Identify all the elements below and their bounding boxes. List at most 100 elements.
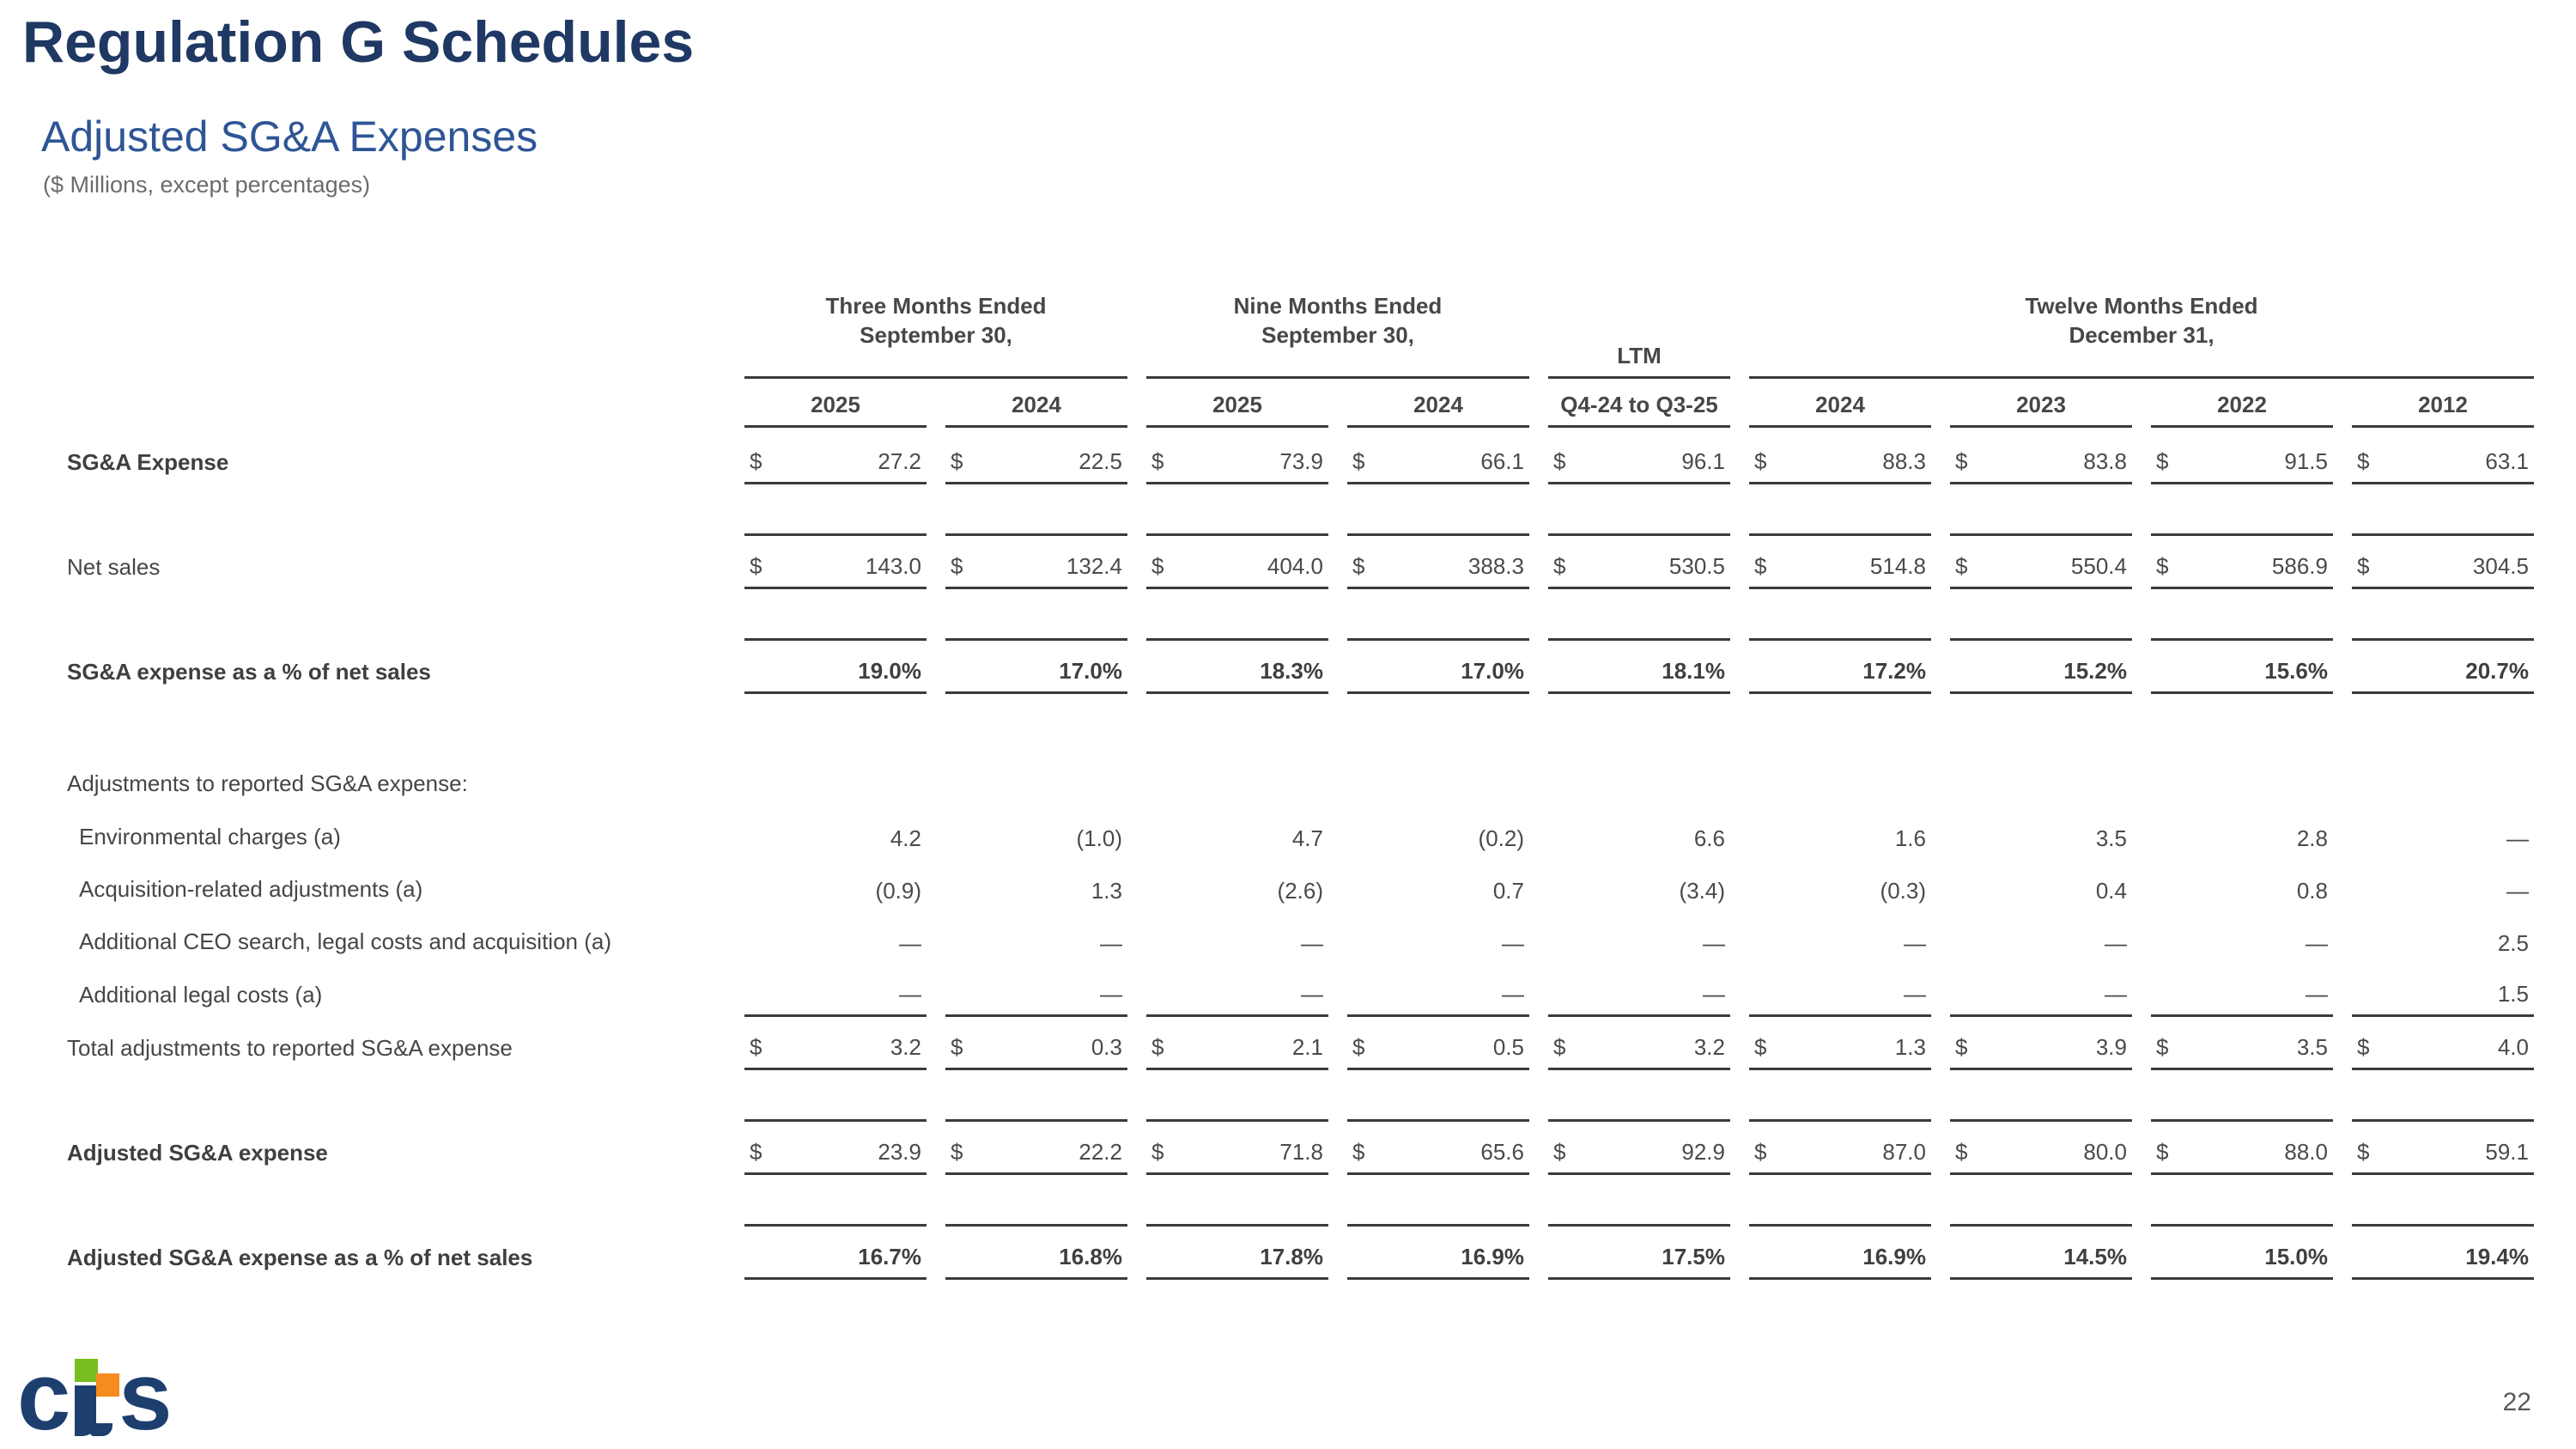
value-cell: — [2306, 930, 2328, 956]
spacer-label [0, 589, 726, 641]
cell-value: 88.3 [1882, 448, 1926, 474]
spacer-rule [1548, 694, 1730, 752]
money-cell: $586.9 [2151, 536, 2333, 589]
value-cell: — [1950, 964, 2132, 1017]
dollar-sign: $ [1754, 1034, 1767, 1060]
cell-value: 1.3 [1894, 1034, 1926, 1060]
spacer-label [0, 1175, 726, 1227]
value-cell: 19.4% [2352, 1227, 2534, 1280]
value-cell: — [1502, 930, 1524, 956]
money-cell: $96.1 [1548, 428, 1730, 484]
dollar-sign: $ [1955, 553, 1968, 579]
cell-value: 22.5 [1078, 448, 1122, 474]
spacer-row [0, 589, 2542, 641]
dollar-sign: $ [1754, 448, 1767, 474]
value-cell: 18.1% [1548, 641, 1730, 694]
dollar-sign: $ [750, 1139, 762, 1165]
col-group-header: Three Months Ended September 30, [744, 292, 1127, 379]
empty-cell [1749, 752, 1931, 806]
table-row: SG&A Expense $27.2 $22.5 $73.9 $66.1 $96.1 $88… [0, 428, 2542, 484]
year-header: 2025 [1146, 378, 1328, 428]
value-cell: 6.6 [1693, 825, 1725, 851]
money-cell: $88.3 [1749, 428, 1931, 484]
dollar-sign: $ [1151, 1034, 1164, 1060]
dollar-sign: $ [750, 448, 762, 474]
cell-value: 92.9 [1681, 1139, 1725, 1165]
money-cell: $65.6 [1347, 1122, 1529, 1175]
value-cell: 18.3% [1146, 641, 1328, 694]
cell-value: 22.2 [1078, 1139, 1122, 1165]
spacer-rule [744, 589, 927, 641]
row-label: Additional CEO search, legal costs and a… [79, 928, 611, 954]
table-row: Additional CEO search, legal costs and a… [0, 911, 2542, 964]
spacer-rule [744, 1070, 927, 1122]
dollar-sign: $ [1151, 553, 1164, 579]
spacer-rule [2151, 589, 2333, 641]
money-cell: $3.2 [1548, 1017, 1730, 1070]
cell-value: 4.0 [2497, 1034, 2529, 1060]
money-cell: $1.3 [1749, 1017, 1931, 1070]
value-cell: — [1347, 964, 1529, 1017]
value-cell: — [2105, 930, 2127, 956]
col-group-header: LTM [1548, 292, 1730, 379]
spacer-rule [744, 694, 927, 752]
dollar-sign: $ [2156, 1139, 2169, 1165]
value-cell: — [2151, 964, 2333, 1017]
value-cell: 19.0% [744, 641, 927, 694]
spacer-rule [1146, 589, 1328, 641]
cell-value: 3.2 [890, 1034, 921, 1060]
value-cell: 17.0% [1347, 641, 1529, 694]
cell-value: 404.0 [1267, 553, 1323, 579]
row-label: Acquisition-related adjustments (a) [79, 876, 423, 902]
cell-value: 96.1 [1681, 448, 1725, 474]
row-label: Adjusted SG&A expense as a % of net sale… [67, 1245, 533, 1270]
dollar-sign: $ [1352, 1139, 1365, 1165]
spacer-rule [2352, 1070, 2534, 1122]
cts-logo: c s [17, 1349, 173, 1445]
spacer-rule [1146, 1070, 1328, 1122]
dollar-sign: $ [1151, 448, 1164, 474]
spacer-rule [945, 1070, 1127, 1122]
dollar-sign: $ [1754, 553, 1767, 579]
corner-cell [0, 378, 726, 428]
dollar-sign: $ [2357, 553, 2370, 579]
dollar-sign: $ [1955, 1139, 1968, 1165]
value-cell: (0.2) [1478, 825, 1524, 851]
value-cell: (1.0) [1076, 825, 1122, 851]
cell-value: 23.9 [878, 1139, 921, 1165]
year-header: 2024 [945, 378, 1127, 428]
spacer-rule [1749, 484, 1931, 536]
regulation-table: Three Months Ended September 30, Nine Mon… [0, 292, 2542, 1280]
value-cell: 3.5 [2095, 825, 2127, 851]
table-row: Adjusted SG&A expense $23.9 $22.2 $71.8 $65.… [0, 1122, 2542, 1175]
money-cell: $22.5 [945, 428, 1127, 484]
money-cell: $88.0 [2151, 1122, 2333, 1175]
dollar-sign: $ [1955, 1034, 1968, 1060]
dollar-sign: $ [750, 553, 762, 579]
spacer-rule [1548, 589, 1730, 641]
spacer-rule [1950, 1175, 2132, 1227]
empty-cell [1146, 752, 1328, 806]
dollar-sign: $ [1553, 448, 1566, 474]
money-cell: $514.8 [1749, 536, 1931, 589]
cell-value: 91.5 [2284, 448, 2328, 474]
corner-cell [0, 292, 726, 379]
dollar-sign: $ [951, 1034, 963, 1060]
cell-value: 63.1 [2485, 448, 2529, 474]
spacer-rule [1950, 694, 2132, 752]
table-row: Adjusted SG&A expense as a % of net sale… [0, 1227, 2542, 1280]
spacer-rule [1347, 484, 1529, 536]
col-group-header: Nine Months Ended September 30, [1146, 292, 1529, 379]
row-label: SG&A Expense [67, 449, 229, 475]
money-cell: $91.5 [2151, 428, 2333, 484]
spacer-rule [1146, 694, 1328, 752]
cell-value: 3.9 [2095, 1034, 2127, 1060]
dollar-sign: $ [750, 1034, 762, 1060]
dollar-sign: $ [1754, 1139, 1767, 1165]
column-group-row: Three Months Ended September 30, Nine Mon… [0, 292, 2542, 379]
value-cell: — [899, 930, 921, 956]
empty-cell [1347, 752, 1529, 806]
value-cell: 14.5% [1950, 1227, 2132, 1280]
empty-cell [744, 752, 927, 806]
table-row: Environmental charges (a) 4.2 (1.0) 4.7 (0.2… [0, 806, 2542, 859]
